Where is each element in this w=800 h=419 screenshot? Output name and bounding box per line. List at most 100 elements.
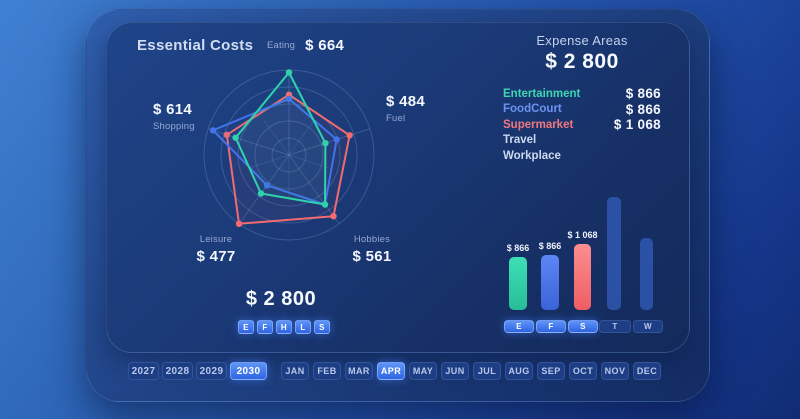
radar-point	[257, 190, 265, 197]
axis-button-t[interactable]: T	[599, 320, 631, 333]
axis-hobbies: Hobbies $ 561	[337, 234, 407, 265]
month-button-feb[interactable]: FEB	[313, 362, 341, 380]
radar-point	[330, 213, 337, 220]
axis-eating: Eating $ 664	[267, 37, 344, 54]
legend-label-entertainment[interactable]: Entertainment	[503, 87, 581, 100]
grid-spoke	[288, 120, 315, 156]
month-button-may[interactable]: MAY	[409, 362, 437, 380]
year-button-2028[interactable]: 2028	[162, 362, 193, 380]
legend-row: Supermarket $ 1 068	[503, 117, 661, 133]
radar-point	[235, 220, 243, 227]
grid-ring	[254, 120, 324, 190]
year-button-2029[interactable]: 2029	[196, 362, 227, 380]
essential-costs-total: $ 2 800	[245, 288, 317, 310]
axis-eating-label: Eating	[267, 40, 296, 51]
radar-point	[322, 140, 329, 147]
radar-point	[285, 91, 293, 98]
radar-point	[285, 69, 293, 76]
grid-spoke	[208, 128, 290, 156]
filter-button-l[interactable]: L	[295, 320, 311, 334]
radar-point	[321, 201, 329, 208]
month-button-jun[interactable]: JUN	[441, 362, 469, 380]
axis-button-e[interactable]: E	[504, 320, 534, 333]
axis-shopping: $ 614 Shopping	[153, 101, 195, 132]
month-button-oct[interactable]: OCT	[569, 362, 597, 380]
legend-label-travel[interactable]: Travel	[503, 134, 537, 147]
radar-series-supermarket	[225, 93, 351, 225]
radar-point	[333, 136, 340, 143]
legend-value: $ 866	[625, 101, 661, 117]
axis-button-w[interactable]: W	[633, 320, 663, 333]
axis-hobbies-label: Hobbies	[353, 234, 391, 245]
grid-spoke	[238, 154, 290, 225]
radar-point	[223, 131, 230, 138]
month-button-nov[interactable]: NOV	[601, 362, 629, 380]
essential-costs-title: Essential Costs	[137, 37, 254, 54]
radar-series-entertainment	[234, 71, 327, 206]
legend-row: Workplace	[503, 148, 661, 164]
grid-spoke	[263, 120, 290, 156]
month-button-jan[interactable]: JAN	[281, 362, 309, 380]
legend-value: $ 866	[625, 86, 661, 102]
axis-button-s[interactable]: S	[568, 320, 598, 333]
filter-button-s[interactable]: S	[314, 320, 330, 334]
legend-label-foodcourt[interactable]: FoodCourt	[503, 103, 562, 116]
legend-row: Travel	[503, 133, 661, 149]
axis-leisure-value: $ 477	[196, 248, 236, 265]
month-button-sep[interactable]: SEP	[537, 362, 565, 380]
bar-s	[574, 244, 591, 310]
axis-leisure: Leisure $ 477	[181, 234, 251, 265]
month-button-jul[interactable]: JUL	[473, 362, 501, 380]
axis-fuel: $ 484 Fuel	[386, 93, 425, 124]
axis-leisure-label: Leisure	[199, 234, 233, 245]
bar-t	[607, 197, 621, 310]
legend-label-workplace[interactable]: Workplace	[503, 149, 561, 162]
bar-value-label: $ 866	[506, 243, 530, 253]
filter-button-e[interactable]: E	[238, 320, 254, 334]
month-button-apr[interactable]: APR	[377, 362, 405, 380]
bar-w	[640, 238, 653, 310]
grid-spoke	[288, 154, 330, 169]
legend-value: $ 1 068	[613, 117, 661, 133]
year-buttons: 2027 2028 2029 2030	[128, 362, 267, 380]
expense-areas-total: $ 2 800	[545, 50, 619, 73]
filter-button-h[interactable]: H	[276, 320, 292, 334]
axis-hobbies-value: $ 561	[352, 248, 392, 265]
axis-shopping-value: $ 614	[153, 101, 193, 118]
expense-areas-title: Expense Areas	[536, 33, 628, 48]
year-button-2027[interactable]: 2027	[128, 362, 159, 380]
radar-point	[346, 132, 353, 139]
axis-button-f[interactable]: F	[536, 320, 566, 333]
grid-spoke	[248, 154, 290, 169]
grid-ring	[237, 103, 341, 207]
legend-row: FoodCourt $ 866	[503, 102, 661, 118]
radar-point	[285, 95, 293, 103]
bar-value-label: $ 1 068	[567, 230, 598, 240]
dashboard-panel: Essential Costs Eating $ 664 $ 484 Fuel …	[106, 22, 690, 353]
radar-point	[209, 127, 217, 134]
legend-row: Entertainment $ 866	[503, 86, 661, 102]
axis-eating-value: $ 664	[305, 37, 345, 54]
radar-series-foodcourt	[212, 97, 338, 206]
month-button-dec[interactable]: DEC	[633, 362, 661, 380]
month-buttons: JAN FEB MAR APR MAY JUN JUL AUG SEP OCT NOV DEC	[281, 362, 661, 380]
axis-fuel-label: Fuel	[386, 113, 406, 124]
radar-point	[232, 134, 239, 141]
month-button-aug[interactable]: AUG	[505, 362, 533, 380]
grid-ring	[220, 86, 358, 224]
month-button-mar[interactable]: MAR	[345, 362, 373, 380]
dashboard-card: Essential Costs Eating $ 664 $ 484 Fuel …	[86, 9, 710, 402]
grid-ring	[203, 69, 375, 241]
year-button-2030[interactable]: 2030	[230, 362, 267, 380]
grid-spoke	[288, 154, 340, 225]
bar-f	[541, 255, 559, 310]
grid-ring	[271, 137, 307, 173]
filter-button-f[interactable]: F	[257, 320, 273, 334]
legend-label-supermarket[interactable]: Supermarket	[503, 118, 574, 131]
radar-point	[321, 201, 329, 208]
axis-shopping-label: Shopping	[153, 121, 195, 132]
bar-value-label: $ 866	[538, 241, 562, 251]
grid-spoke	[288, 128, 370, 156]
bar-e	[509, 257, 527, 310]
